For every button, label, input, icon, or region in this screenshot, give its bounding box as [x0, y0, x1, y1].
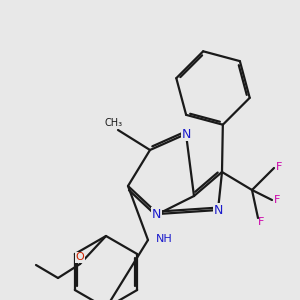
Text: O: O	[76, 252, 84, 262]
Text: F: F	[258, 217, 264, 226]
Text: CH₃: CH₃	[104, 118, 123, 128]
Text: N: N	[152, 208, 161, 220]
Text: F: F	[274, 195, 280, 205]
Text: NH: NH	[155, 233, 172, 244]
Text: F: F	[276, 161, 283, 172]
Text: N: N	[213, 203, 223, 217]
Text: N: N	[181, 128, 191, 140]
